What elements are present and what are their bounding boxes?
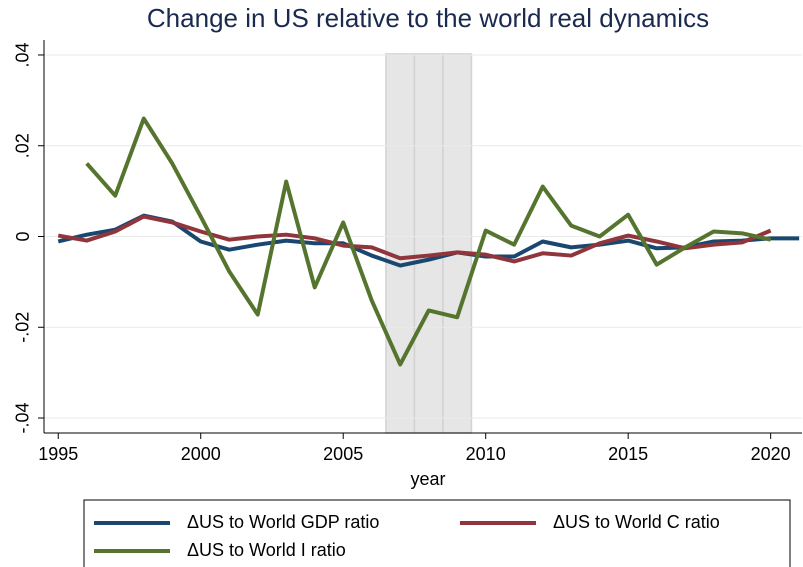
- x-tick-label: 2005: [323, 444, 363, 464]
- legend-label: ΔUS to World GDP ratio: [187, 512, 379, 532]
- x-tick-label: 1995: [38, 444, 78, 464]
- x-tick-label: 2000: [181, 444, 221, 464]
- series-line: [57, 214, 772, 264]
- shaded-period: [442, 53, 473, 434]
- x-axis-label: year: [410, 469, 445, 489]
- y-tick-label: .04: [13, 42, 33, 67]
- y-tick-label: .02: [13, 133, 33, 158]
- legend-box: [83, 499, 791, 567]
- x-tick-label: 2010: [466, 444, 506, 464]
- legend-label: ΔUS to World I ratio: [187, 540, 346, 560]
- shaded-period: [413, 53, 444, 434]
- chart-title: Change in US relative to the world real …: [147, 3, 709, 33]
- shaded-period: [385, 53, 416, 434]
- y-tick-label: -.02: [13, 312, 33, 343]
- x-tick-label: 2015: [608, 444, 648, 464]
- series-line: [85, 116, 772, 367]
- x-tick-label: 2020: [751, 444, 791, 464]
- y-tick-label: -.04: [13, 403, 33, 434]
- legend-label: ΔUS to World C ratio: [553, 512, 720, 532]
- y-tick-label: 0: [13, 231, 33, 241]
